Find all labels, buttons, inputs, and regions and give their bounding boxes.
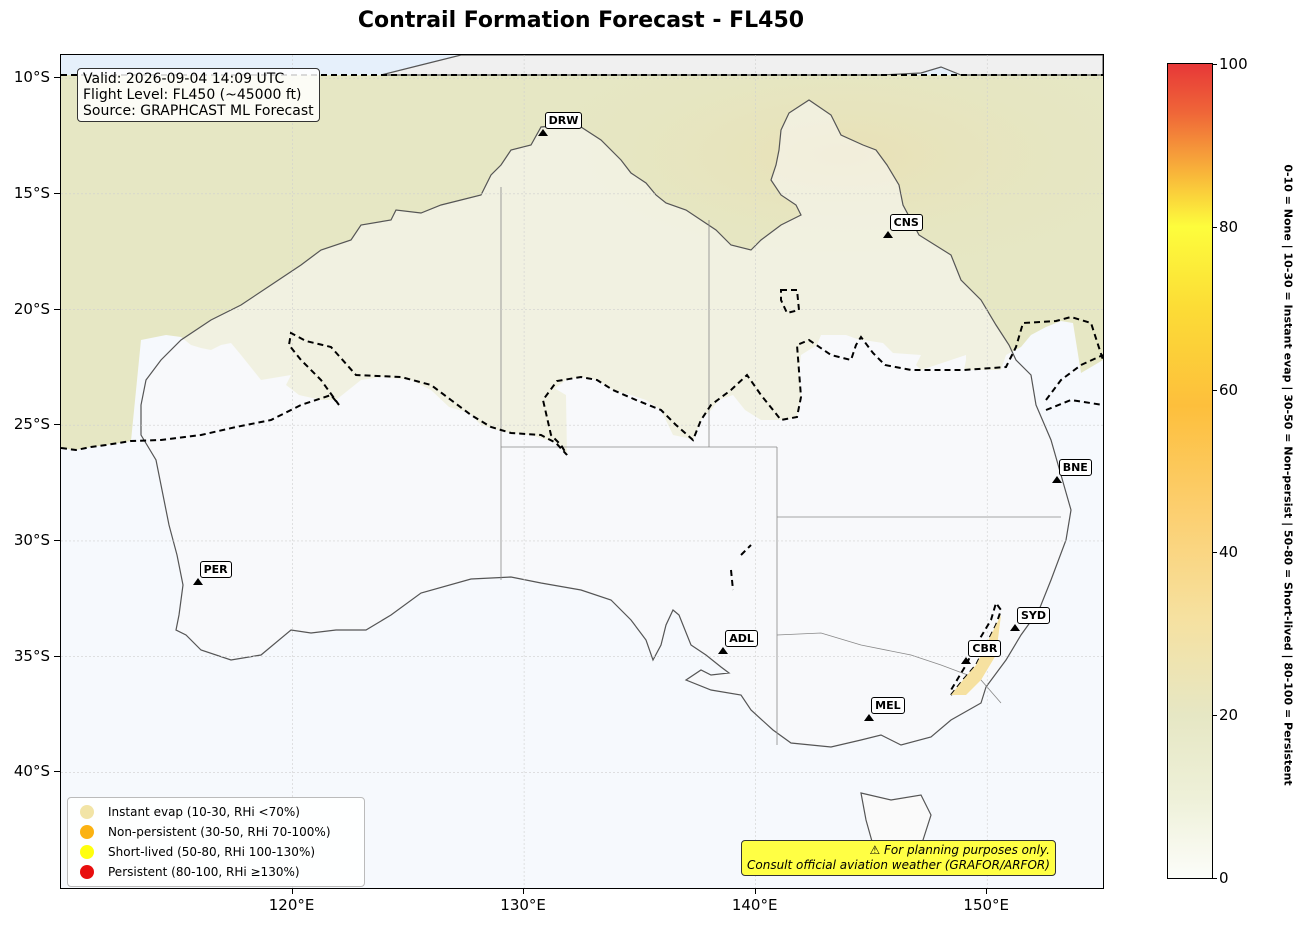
colorbar-tick-label: 20 bbox=[1219, 706, 1239, 725]
lat-tick bbox=[54, 424, 60, 426]
city-label: ADL bbox=[725, 630, 758, 648]
map-panel[interactable]: Valid: 2026-09-04 14:09 UTC Flight Level… bbox=[60, 54, 1104, 889]
colorbar-tick bbox=[1212, 226, 1217, 228]
city-label: MEL bbox=[871, 697, 905, 715]
legend-item: Instant evap (10-30, RHi <70%) bbox=[74, 802, 358, 822]
chart-title: Contrail Formation Forecast - FL450 bbox=[357, 8, 805, 33]
airport-icon bbox=[537, 128, 548, 136]
gridlines bbox=[61, 55, 1103, 888]
lat-label: 30°S bbox=[13, 530, 50, 549]
colorbar-tick bbox=[1212, 389, 1217, 391]
lat-tick bbox=[54, 308, 60, 310]
airport-icon bbox=[1051, 476, 1062, 484]
lat-label: 25°S bbox=[13, 415, 50, 434]
legend-swatch-icon bbox=[80, 845, 94, 859]
city-label: CBR bbox=[968, 639, 1002, 657]
lat-tick bbox=[54, 539, 60, 541]
airport-icon bbox=[864, 714, 875, 722]
city-label: CNS bbox=[889, 213, 923, 231]
colorbar-tick-label: 60 bbox=[1219, 380, 1239, 399]
flight-level: Flight Level: FL450 (~45000 ft) bbox=[83, 87, 302, 103]
colorbar-tick bbox=[1212, 878, 1217, 879]
lon-tick bbox=[291, 888, 293, 894]
new-guinea-coastline bbox=[380, 55, 1103, 76]
city-label: PER bbox=[199, 560, 232, 578]
disclaimer-box: ⚠ For planning purposes only. Consult of… bbox=[741, 840, 1056, 876]
airport-icon bbox=[192, 577, 203, 585]
airport-icon bbox=[1010, 624, 1020, 632]
colorbar bbox=[1167, 63, 1213, 879]
legend-label: Persistent (80-100, RHi ≥130%) bbox=[108, 865, 300, 879]
airport-icon bbox=[718, 647, 729, 655]
legend-swatch-icon bbox=[80, 825, 94, 839]
lat-tick bbox=[54, 192, 60, 194]
legend-swatch-icon bbox=[80, 865, 94, 879]
lat-label: 10°S bbox=[13, 68, 50, 87]
legend-swatch-icon bbox=[80, 805, 94, 819]
colorbar-tick-label: 80 bbox=[1219, 217, 1239, 236]
lon-label: 120°E bbox=[268, 896, 315, 914]
lon-label: 140°E bbox=[731, 896, 778, 914]
colorbar-tick bbox=[1212, 715, 1217, 717]
lon-label: 130°E bbox=[500, 896, 546, 914]
colorbar-tick bbox=[1212, 552, 1217, 554]
lat-label: 15°S bbox=[13, 183, 50, 202]
colorbar-tick-label: 0 bbox=[1219, 869, 1229, 887]
city-label: SYD bbox=[1017, 607, 1051, 625]
valid-time: Valid: 2026-09-04 14:09 UTC bbox=[83, 71, 285, 87]
colorbar-tick-label: 100 bbox=[1219, 55, 1248, 73]
lat-label: 35°S bbox=[13, 646, 50, 665]
australia-coastline bbox=[140, 99, 1072, 748]
legend: Instant evap (10-30, RHi <70%) Non-persis… bbox=[67, 797, 365, 887]
lon-tick bbox=[986, 888, 988, 894]
airport-icon bbox=[882, 230, 893, 238]
disclaimer-line-1: ⚠ For planning purposes only. bbox=[869, 843, 1050, 857]
map-canvas bbox=[61, 55, 1103, 888]
lat-tick bbox=[54, 771, 60, 773]
disclaimer-line-2: Consult official aviation weather (GRAFO… bbox=[747, 858, 1050, 872]
lat-tick bbox=[54, 655, 60, 657]
city-label: DRW bbox=[544, 111, 583, 129]
lon-label: 150°E bbox=[963, 896, 1010, 914]
forecast-info-box: Valid: 2026-09-04 14:09 UTC Flight Level… bbox=[77, 68, 320, 122]
lat-label: 40°S bbox=[13, 762, 50, 781]
colorbar-tick-label: 40 bbox=[1219, 543, 1239, 562]
city-label: BNE bbox=[1058, 459, 1092, 477]
lat-tick bbox=[54, 77, 60, 79]
legend-item: Persistent (80-100, RHi ≥130%) bbox=[74, 862, 358, 882]
legend-label: Non-persistent (30-50, RHi 70-100%) bbox=[108, 825, 331, 839]
airport-icon bbox=[961, 656, 972, 664]
legend-item: Non-persistent (30-50, RHi 70-100%) bbox=[74, 822, 358, 842]
legend-item: Short-lived (50-80, RHi 100-130%) bbox=[74, 842, 358, 862]
legend-label: Short-lived (50-80, RHi 100-130%) bbox=[108, 845, 316, 859]
lon-tick bbox=[523, 888, 525, 894]
legend-label: Instant evap (10-30, RHi <70%) bbox=[108, 805, 300, 819]
lat-label: 20°S bbox=[13, 299, 50, 318]
colorbar-description: 0-10 = None | 10-30 = Instant evap | 30-… bbox=[1281, 164, 1295, 786]
lon-tick bbox=[754, 888, 756, 894]
data-source: Source: GRAPHCAST ML Forecast bbox=[83, 103, 314, 119]
colorbar-tick bbox=[1212, 64, 1217, 65]
